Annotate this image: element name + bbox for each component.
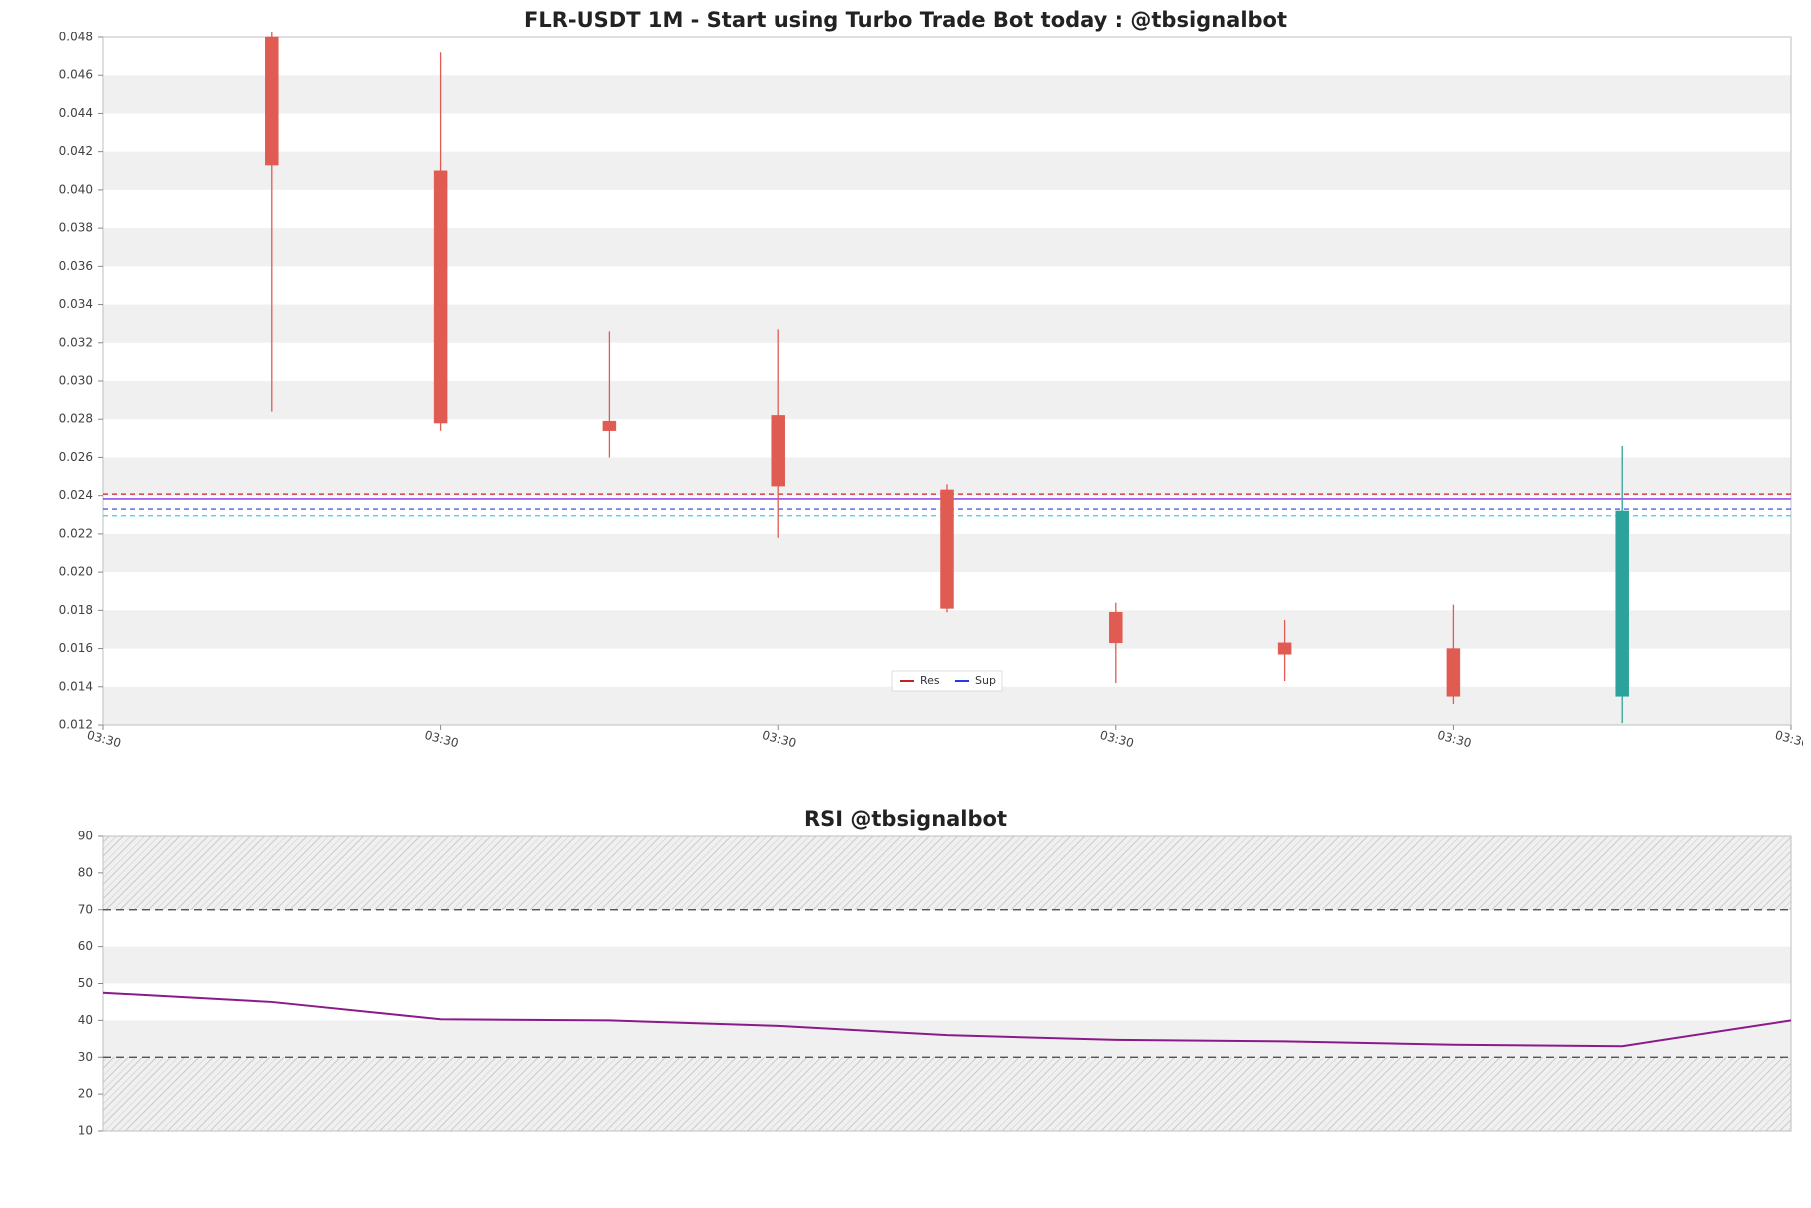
svg-text:0.030: 0.030 xyxy=(59,374,93,388)
candlestick-title: FLR-USDT 1M - Start using Turbo Trade Bo… xyxy=(8,8,1803,32)
svg-text:03:30: 03:30 xyxy=(761,728,798,750)
svg-text:0.036: 0.036 xyxy=(59,259,93,273)
svg-text:0.026: 0.026 xyxy=(59,450,93,464)
candle-body xyxy=(941,490,954,608)
svg-text:03:30: 03:30 xyxy=(1098,728,1135,750)
svg-text:70: 70 xyxy=(78,902,93,916)
svg-text:0.018: 0.018 xyxy=(59,603,93,617)
rsi-chart: 10 20 30 40 50 60 70 80 90 xyxy=(8,831,1803,1161)
svg-text:0.044: 0.044 xyxy=(59,106,93,120)
svg-text:0.024: 0.024 xyxy=(59,488,93,502)
rsi-title: RSI @tbsignalbot xyxy=(8,807,1803,831)
legend-label: Res xyxy=(920,674,940,687)
svg-text:0.042: 0.042 xyxy=(59,144,93,158)
svg-text:0.034: 0.034 xyxy=(59,297,93,311)
charts-container: FLR-USDT 1M - Start using Turbo Trade Bo… xyxy=(8,8,1803,1161)
svg-text:20: 20 xyxy=(78,1087,93,1101)
svg-text:0.046: 0.046 xyxy=(59,68,93,82)
svg-text:0.022: 0.022 xyxy=(59,526,93,540)
svg-text:0.014: 0.014 xyxy=(59,679,93,693)
candle-body xyxy=(1278,643,1291,654)
svg-text:90: 90 xyxy=(78,831,93,843)
svg-text:0.020: 0.020 xyxy=(59,565,93,579)
svg-text:30: 30 xyxy=(78,1050,93,1064)
candle-body xyxy=(1109,612,1122,643)
rsi-upper-band xyxy=(103,836,1791,910)
candle-body xyxy=(265,37,278,165)
svg-text:0.016: 0.016 xyxy=(59,641,93,655)
svg-text:50: 50 xyxy=(78,976,93,990)
candle-body xyxy=(1616,511,1629,696)
svg-text:40: 40 xyxy=(78,1013,93,1027)
candle-body xyxy=(772,415,785,486)
svg-text:0.040: 0.040 xyxy=(59,182,93,196)
svg-text:80: 80 xyxy=(78,865,93,879)
svg-text:03:30: 03:30 xyxy=(86,728,123,750)
legend-label: Sup xyxy=(975,674,996,687)
candle-body xyxy=(603,421,616,431)
rsi-lower-band xyxy=(103,1057,1791,1131)
svg-text:03:30: 03:30 xyxy=(1436,728,1473,750)
candle-body xyxy=(1447,649,1460,697)
svg-text:03:30: 03:30 xyxy=(1774,728,1803,750)
svg-text:0.038: 0.038 xyxy=(59,221,93,235)
svg-text:0.048: 0.048 xyxy=(59,32,93,44)
svg-text:03:30: 03:30 xyxy=(423,728,460,750)
svg-text:0.032: 0.032 xyxy=(59,335,93,349)
candle-body xyxy=(434,171,447,423)
svg-text:60: 60 xyxy=(78,939,93,953)
svg-text:10: 10 xyxy=(78,1124,93,1138)
svg-text:0.028: 0.028 xyxy=(59,412,93,426)
candlestick-chart: 0.0120.0140.0160.0180.0200.0220.0240.026… xyxy=(8,32,1803,777)
